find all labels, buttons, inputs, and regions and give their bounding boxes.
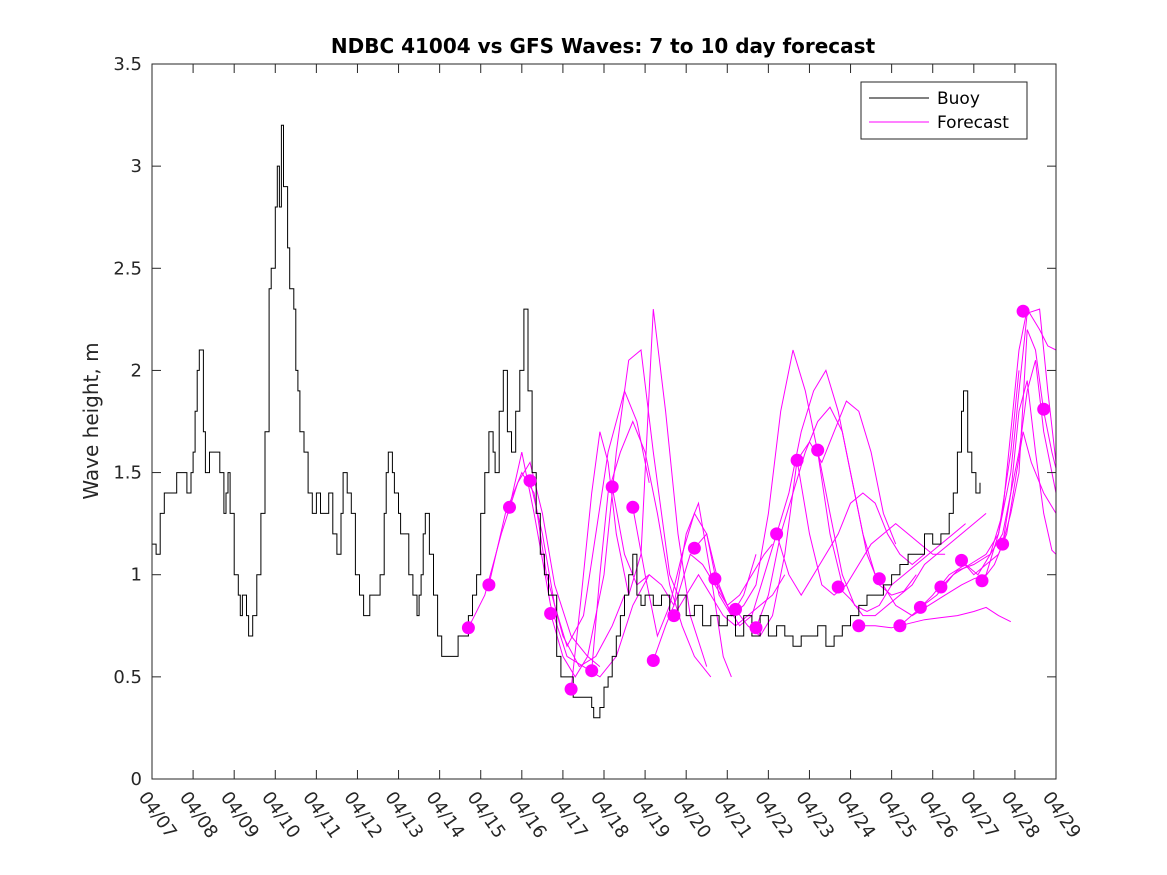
forecast-point-2 bbox=[503, 500, 516, 514]
y-tick-label-7: 3.5 bbox=[113, 54, 142, 75]
series-layer bbox=[152, 124, 1057, 719]
forecast-point-10 bbox=[667, 609, 681, 623]
forecast-line-6 bbox=[591, 420, 712, 678]
y-tick-label-5: 2.5 bbox=[113, 258, 142, 279]
legend-box bbox=[860, 81, 1028, 140]
forecast-point-26 bbox=[996, 537, 1010, 551]
forecast-point-22 bbox=[913, 600, 927, 614]
forecast-point-27 bbox=[1016, 304, 1030, 318]
forecast-line-20 bbox=[878, 370, 1020, 617]
forecast-line-26 bbox=[1002, 329, 1057, 545]
forecast-point-0 bbox=[461, 621, 475, 635]
forecast-point-25 bbox=[975, 574, 989, 588]
forecast-point-20 bbox=[872, 572, 886, 586]
y-tick-label-3: 1.5 bbox=[113, 463, 142, 484]
forecast-point-19 bbox=[852, 619, 866, 633]
chart-title: NDBC 41004 vs GFS Waves: 7 to 10 day for… bbox=[331, 34, 876, 58]
forecast-line-15 bbox=[776, 492, 925, 597]
y-tick-label-2: 1 bbox=[131, 565, 142, 586]
forecast-line-19 bbox=[858, 606, 1012, 629]
forecast-point-8 bbox=[626, 500, 640, 514]
y-tick-label-4: 2 bbox=[131, 360, 142, 381]
buoy-line bbox=[152, 124, 981, 719]
forecast-point-17 bbox=[811, 443, 825, 457]
y-axis-label: Wave height, m bbox=[79, 342, 103, 499]
forecast-point-16 bbox=[790, 453, 804, 467]
forecast-point-6 bbox=[585, 664, 599, 678]
forecast-point-9 bbox=[646, 654, 660, 667]
forecast-point-5 bbox=[564, 682, 578, 696]
forecast-point-14 bbox=[749, 621, 763, 635]
forecast-point-1 bbox=[482, 578, 496, 592]
y-tick-label-1: 0.5 bbox=[113, 667, 142, 688]
forecast-point-24 bbox=[955, 553, 968, 567]
y-tick-label-6: 3 bbox=[131, 156, 142, 177]
forecast-point-3 bbox=[523, 474, 537, 488]
forecast-point-4 bbox=[544, 607, 558, 620]
forecast-point-11 bbox=[687, 541, 701, 555]
forecast-point-21 bbox=[893, 619, 907, 633]
forecast-line-16 bbox=[796, 460, 946, 596]
forecast-point-23 bbox=[934, 580, 948, 594]
legend-buoy-label: Buoy bbox=[937, 89, 980, 109]
forecast-line-3 bbox=[529, 389, 650, 648]
y-tick-label-0: 0 bbox=[131, 769, 142, 790]
forecast-line-21 bbox=[899, 307, 1057, 627]
forecast-point-7 bbox=[605, 480, 619, 494]
legend-forecast-label: Forecast bbox=[937, 113, 1009, 133]
forecast-point-18 bbox=[831, 580, 845, 594]
plot-area: 00.511.522.533.504/0704/0804/0904/1004/1… bbox=[113, 54, 1085, 842]
forecast-point-28 bbox=[1037, 402, 1051, 416]
forecast-line-4 bbox=[550, 349, 679, 678]
legend: Buoy Forecast bbox=[860, 81, 1028, 140]
forecast-point-13 bbox=[729, 602, 742, 616]
axes-background bbox=[152, 64, 1056, 779]
forecast-point-15 bbox=[770, 527, 784, 541]
forecast-line-24 bbox=[961, 431, 1057, 576]
forecast-line-18 bbox=[837, 513, 987, 617]
forecast-line-14 bbox=[755, 406, 917, 628]
forecast-point-12 bbox=[708, 572, 722, 586]
